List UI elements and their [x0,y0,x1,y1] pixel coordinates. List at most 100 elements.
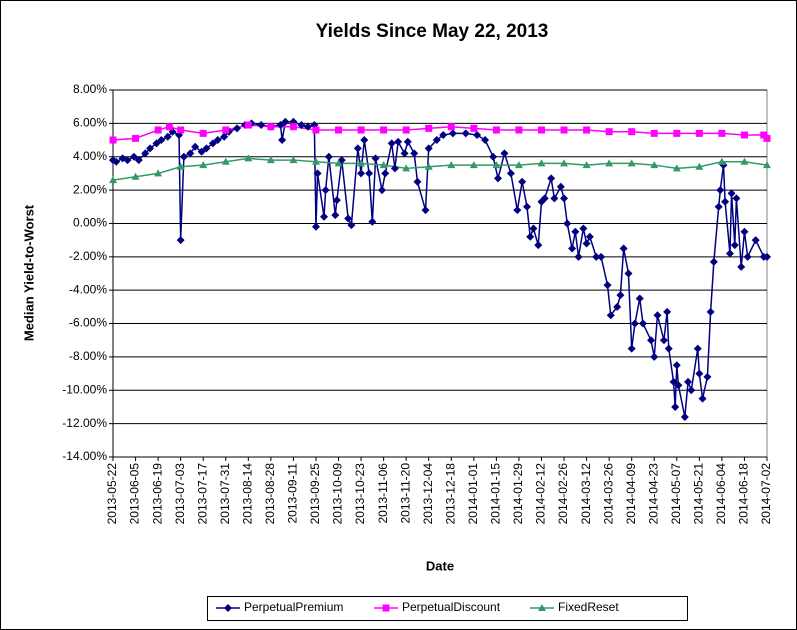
data-point [312,126,320,134]
data-point [674,381,683,390]
data-point [628,128,636,136]
data-point [141,149,150,158]
data-point [638,319,647,328]
data-point [276,121,285,130]
data-point [186,149,195,158]
data-point [425,124,433,132]
chart-title: Yields Since May 22, 2013 [316,21,549,42]
data-point [740,227,749,236]
data-point [413,177,422,186]
data-point [410,149,419,158]
data-point [222,126,230,134]
data-point [368,217,377,226]
data-point [331,211,340,220]
x-tick-label: 2014-06-04 [714,463,728,525]
data-point [213,136,222,145]
data-point [725,249,734,258]
x-tick-label: 2014-01-01 [466,463,480,525]
data-point [146,144,155,153]
data-point [109,176,117,184]
data-point [424,162,433,170]
data-point [693,344,702,353]
data-point [605,128,613,136]
data-point [740,157,749,165]
legend-label: PerpetualPremium [244,600,343,614]
legend-marker [382,604,390,612]
data-point [514,161,523,169]
data-point [257,121,266,130]
x-tick-label: 2013-07-03 [173,463,187,525]
data-point [706,307,715,316]
data-point [627,344,636,353]
data-point [378,186,387,195]
data-point [583,126,591,134]
data-point [289,123,297,131]
x-tick-label: 2013-08-14 [240,463,254,525]
data-point [394,137,403,146]
x-tick-label: 2014-02-12 [534,463,548,525]
data-point [714,202,723,211]
data-point [650,161,659,169]
x-tick-label: 2013-06-05 [128,463,142,525]
data-point [763,252,771,261]
legend-label: PerpetualDiscount [402,600,501,614]
y-tick-label: 6.00% [73,116,107,130]
data-point [579,224,588,233]
data-point [313,169,322,178]
x-tick-label: 2013-08-28 [263,463,277,525]
data-point [379,161,388,169]
legend-label: FixedReset [558,600,619,614]
legend-marker [538,604,546,611]
data-point [751,236,760,245]
data-point [582,161,591,169]
data-point [281,117,290,126]
data-point [347,221,356,230]
x-tick-label: 2014-02-26 [556,463,570,525]
data-point [244,121,252,129]
data-point [740,131,748,139]
data-point [357,169,366,178]
data-point [540,194,549,203]
y-tick-label: -6.00% [69,316,107,330]
data-point [727,189,736,198]
x-tick-label: 2013-07-17 [195,463,209,525]
data-point [492,126,500,134]
data-point [518,177,527,186]
data-point [624,269,633,278]
data-point [560,194,569,203]
data-point [278,136,287,145]
data-point [515,126,523,134]
data-point [537,159,546,167]
x-tick-label: 2014-05-07 [669,463,683,525]
data-point [402,164,411,172]
data-point [603,281,612,290]
data-point [695,129,703,137]
y-tick-label: 8.00% [73,82,107,96]
data-point [571,227,580,236]
series-line [112,157,768,181]
data-point [650,129,658,137]
y-tick-label: -10.00% [62,382,107,396]
data-point [473,131,482,140]
data-point [613,302,622,311]
data-point [321,186,330,195]
data-point [233,124,242,133]
data-point [324,152,333,161]
data-point [635,294,644,303]
data-point [730,241,739,250]
data-point [606,311,615,320]
data-point [289,156,298,164]
data-point [353,144,362,153]
data-point [447,161,456,169]
data-point [672,164,681,172]
data-point [176,236,185,245]
data-point [357,159,366,167]
data-point [332,196,341,205]
data-point [371,154,380,163]
data-point [737,262,746,271]
x-tick-label: 2013-09-11 [286,463,300,524]
y-tick-label: 2.00% [73,182,107,196]
data-point [537,126,545,134]
x-tick-label: 2013-06-19 [150,463,164,525]
data-point [718,129,726,137]
